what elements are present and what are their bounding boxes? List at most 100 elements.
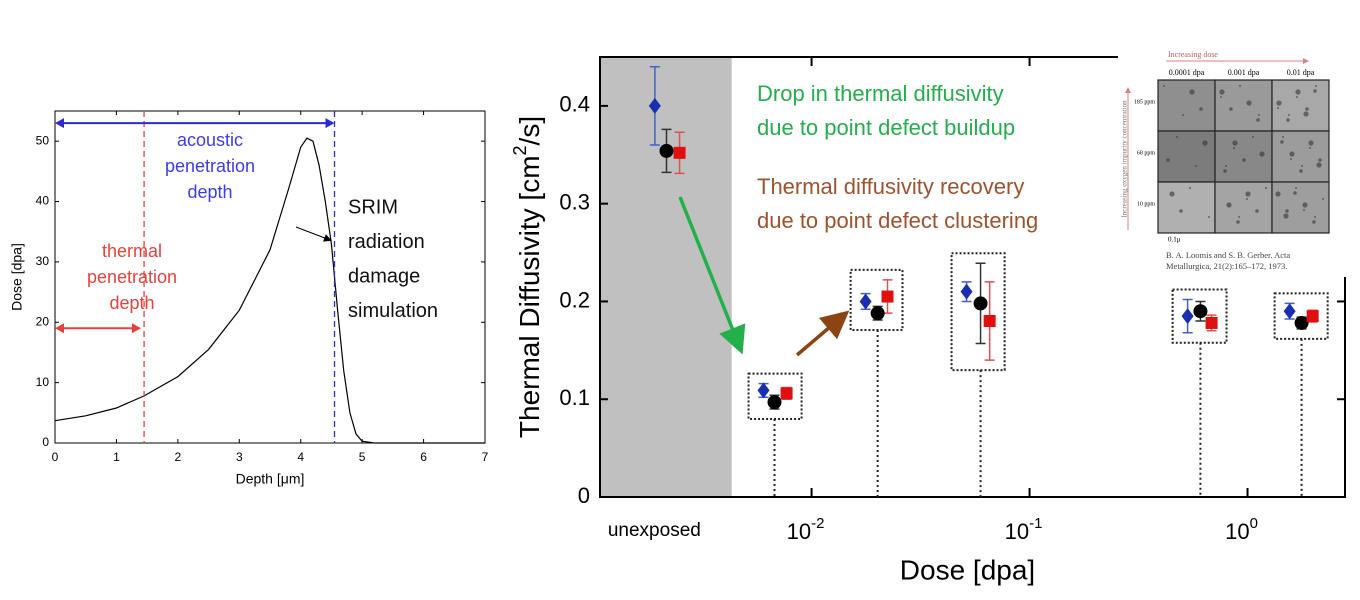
micrograph-speck (1282, 136, 1284, 138)
micrograph-speck (1303, 209, 1305, 211)
micrograph-speck (1277, 107, 1279, 109)
tick-base: 10 (787, 519, 811, 544)
inset-row-label: 10 ppm (1137, 201, 1156, 207)
micrograph-speck (1301, 165, 1303, 167)
micrograph-speck (1312, 220, 1316, 224)
inset-citation: Metallurgica, 21(2):165–172, 1973. (1166, 261, 1287, 271)
micrograph-speck (1290, 158, 1292, 160)
point (983, 315, 996, 327)
point (1181, 308, 1194, 325)
micrograph-speck (1315, 85, 1317, 87)
micrograph-speck (1246, 100, 1252, 106)
micrograph-speck (1219, 89, 1225, 95)
x-tick-label: 5 (359, 450, 366, 464)
group-box (1273, 292, 1329, 340)
micrograph-speck (1220, 96, 1222, 98)
micrograph-speck (1252, 136, 1254, 138)
annotation: thermal (102, 241, 162, 261)
point (1306, 310, 1319, 323)
trend-arrow (795, 310, 850, 357)
annotation: SRIM (348, 196, 398, 218)
micrograph (1157, 181, 1216, 234)
micrograph-speck (1314, 216, 1316, 218)
micrograph-speck (1176, 136, 1178, 138)
y-tick-label: 0 (42, 435, 49, 449)
y-tick-label: 0.4 (559, 92, 590, 117)
micrograph-speck (1199, 107, 1203, 111)
group-box (849, 268, 904, 332)
micrograph-speck (1169, 191, 1175, 197)
micrograph (1214, 181, 1273, 234)
x-tick-label: unexposed (608, 520, 701, 541)
micrograph-speck (1322, 198, 1324, 200)
x-tick-label: 2 (175, 450, 182, 464)
y-tick-label: 0.2 (559, 287, 590, 312)
x-tick-label: 10-2 (787, 515, 825, 544)
plot-frame (54, 110, 486, 444)
annotation: Thermal diffusivity recovery (757, 174, 1024, 199)
x-axis-label: Depth [μm] (236, 471, 305, 487)
micrograph-speck (1295, 187, 1297, 189)
inset-column-label: 0.001 dpa (1228, 68, 1260, 77)
micrograph-speck (1286, 118, 1290, 122)
micrograph-speck (1208, 216, 1210, 218)
y-tick-label: 20 (36, 314, 50, 328)
annotation: depth (109, 293, 154, 313)
point (1283, 303, 1296, 320)
annotation: radiation (348, 231, 425, 253)
micrograph-speck (1259, 151, 1265, 157)
point (973, 296, 988, 311)
point (659, 143, 674, 158)
annotation: depth (187, 182, 232, 202)
arrow-head (325, 118, 335, 129)
micrograph-speck (1318, 158, 1322, 162)
micrograph-speck (1256, 118, 1260, 122)
micrograph (1157, 130, 1216, 183)
inset-column-label: 0.01 dpa (1287, 68, 1315, 77)
point (859, 293, 872, 310)
micrograph-speck (1189, 187, 1191, 189)
annotation-arrow (295, 226, 332, 242)
tick-exponent: -2 (811, 515, 824, 532)
y-axis-label: Thermal Diffusivity [cm2/s] (510, 116, 546, 438)
tick-exponent: 0 (1250, 515, 1258, 532)
micrograph-speck (1288, 114, 1290, 116)
y-tick-label: 40 (36, 194, 50, 208)
point (648, 97, 661, 114)
inset-scale: 0.1μ (1168, 236, 1181, 244)
micrograph-speck (1313, 89, 1317, 93)
inset-row-label: 68 ppm (1137, 150, 1156, 156)
point (767, 395, 782, 410)
micrograph-speck (1233, 147, 1235, 149)
micrograph-speck (1280, 140, 1284, 144)
annotation: penetration (165, 156, 255, 176)
y-tick-label: 0 (578, 483, 590, 508)
micrograph-speck (1276, 100, 1282, 106)
y-tick-label: 0.3 (559, 189, 590, 214)
data-line (54, 137, 485, 444)
micrograph-speck (1295, 89, 1301, 95)
micrograph-speck (1255, 209, 1259, 213)
micrograph-speck (1309, 147, 1311, 149)
x-tick-label: 3 (236, 450, 243, 464)
tick-base: 10 (1005, 519, 1029, 544)
micrograph-speck (1275, 191, 1281, 197)
inset-row-title: Increasing oxygen impurity concentration (1121, 100, 1129, 218)
x-tick-label: 7 (482, 450, 489, 464)
annotation: acoustic (177, 130, 243, 150)
trend-arrow (678, 196, 746, 355)
micrograph-speck (1226, 202, 1232, 208)
micrograph-speck (1316, 162, 1322, 168)
micrograph (1271, 181, 1330, 234)
y-tick-label: 10 (36, 375, 50, 389)
micrograph-speck (1225, 165, 1227, 167)
micrograph-speck (1236, 220, 1240, 224)
micrograph-speck (1195, 165, 1197, 167)
micrograph-speck (1299, 169, 1303, 173)
micrograph-speck (1166, 158, 1170, 162)
tick-exponent: -1 (1029, 515, 1042, 532)
micrograph-speck (1238, 216, 1240, 218)
micrograph (1214, 79, 1273, 132)
